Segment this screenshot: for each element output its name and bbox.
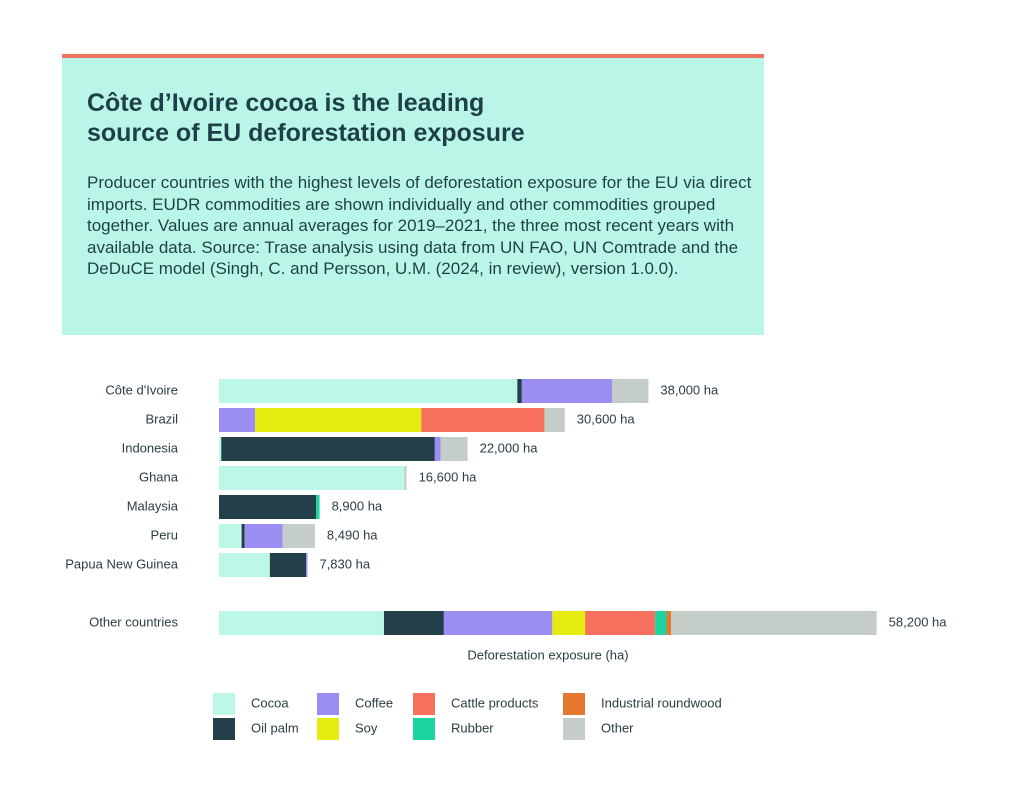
bar-segment [219,408,256,432]
legend-swatch [563,718,585,740]
total-label: 8,900 ha [332,498,383,513]
bar-segment [219,466,405,490]
bar-segment [671,611,877,635]
header-panel [62,56,764,335]
category-label: Ghana [139,469,179,484]
category-label: Côte d'Ivoire [105,382,178,397]
legend-swatch [213,693,235,715]
bar-segment [219,379,518,403]
total-label: 8,490 ha [327,527,378,542]
bar-segment [241,524,245,548]
bar-segment [306,553,308,577]
legend-label: Cattle products [451,695,539,710]
bar-segment [244,524,283,548]
bar-segment [421,408,545,432]
legend-swatch [317,718,339,740]
legend-swatch [413,693,435,715]
legend-label: Coffee [355,695,393,710]
total-label: 16,600 ha [419,469,478,484]
bar-segment [612,379,649,403]
bar-segment [434,437,441,461]
bar-segment [316,495,320,519]
bar-segment [269,553,307,577]
total-label: 22,000 ha [480,440,539,455]
legend-label: Other [601,720,634,735]
bar-segment [221,437,435,461]
bar-segment [440,437,468,461]
total-label: 38,000 ha [660,382,719,397]
category-label: Malaysia [127,498,179,513]
x-axis-label: Deforestation exposure (ha) [467,647,628,662]
bar-segment [219,553,270,577]
total-label: 7,830 ha [319,556,370,571]
bar-segment [585,611,656,635]
legend-label: Soy [355,720,378,735]
bar-segment [517,379,522,403]
bar-segment [219,524,242,548]
bar-segment [655,611,667,635]
bar-segment [219,437,222,461]
bar-segment [383,611,444,635]
category-label: Brazil [145,411,178,426]
legend-swatch [563,693,585,715]
chart-subtitle: Producer countries with the highest leve… [87,173,752,279]
bar-segment [443,611,553,635]
category-label: Papua New Guinea [65,556,179,571]
bar-segment [521,379,613,403]
bar-segment [404,466,407,490]
legend-label: Rubber [451,720,494,735]
bar-segment [255,408,422,432]
bar-segment [219,495,317,519]
subtitle-box: Producer countries with the highest leve… [87,173,752,279]
legend-label: Cocoa [251,695,289,710]
legend-label: Industrial roundwood [601,695,722,710]
chart-title: Côte d’Ivoire cocoa is the leading sourc… [87,89,525,147]
category-label: Peru [151,527,178,542]
bar-segment [552,611,586,635]
legend-swatch [317,693,339,715]
category-label: Indonesia [122,440,179,455]
legend-swatch [413,718,435,740]
total-label: 30,600 ha [577,411,636,426]
bar-segment [219,611,384,635]
header-stripe [62,54,764,58]
title-box: Côte d’Ivoire cocoa is the leading sourc… [87,89,525,147]
bar-segment [544,408,565,432]
bar-segment [282,524,315,548]
category-label: Other countries [89,614,178,629]
total-label: 58,200 ha [889,614,948,629]
bar-segment [666,611,671,635]
legend-label: Oil palm [251,720,299,735]
legend-swatch [213,718,235,740]
